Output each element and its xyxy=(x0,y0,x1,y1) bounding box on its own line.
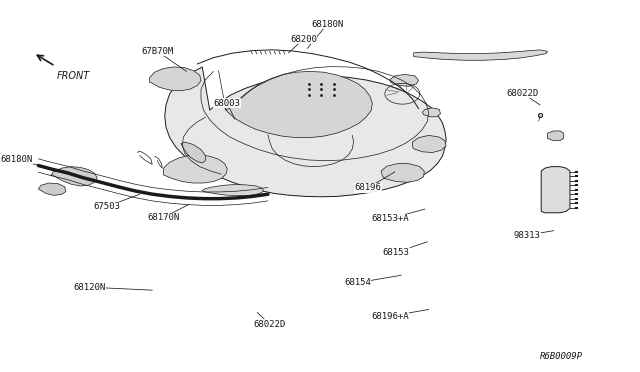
Text: 68180N: 68180N xyxy=(311,20,344,29)
Text: 68153+A: 68153+A xyxy=(371,214,409,223)
Text: 68154: 68154 xyxy=(344,278,371,287)
Polygon shape xyxy=(202,185,264,196)
Polygon shape xyxy=(163,155,227,183)
Text: 68153: 68153 xyxy=(383,248,410,257)
Text: 67503: 67503 xyxy=(93,202,120,211)
Text: 98313: 98313 xyxy=(514,231,541,240)
Polygon shape xyxy=(413,50,547,60)
Polygon shape xyxy=(38,183,66,195)
Polygon shape xyxy=(150,67,201,91)
Polygon shape xyxy=(164,67,446,197)
Polygon shape xyxy=(181,142,205,163)
Text: 68200: 68200 xyxy=(290,35,317,44)
Text: 68120N: 68120N xyxy=(74,283,106,292)
Text: R6B0009P: R6B0009P xyxy=(540,352,583,361)
Polygon shape xyxy=(422,108,440,117)
Text: 68196+A: 68196+A xyxy=(371,312,409,321)
Polygon shape xyxy=(547,131,564,141)
Polygon shape xyxy=(51,167,97,186)
Polygon shape xyxy=(412,135,446,153)
Text: FRONT: FRONT xyxy=(57,71,90,81)
Text: 68196: 68196 xyxy=(355,183,381,192)
Polygon shape xyxy=(381,164,424,182)
Polygon shape xyxy=(390,74,419,86)
Text: 68003: 68003 xyxy=(214,99,241,108)
Text: 68180N: 68180N xyxy=(1,155,33,164)
Text: 68022D: 68022D xyxy=(253,320,286,329)
Text: 68170N: 68170N xyxy=(147,213,180,222)
Polygon shape xyxy=(541,167,570,213)
Polygon shape xyxy=(222,71,372,138)
Text: 68022D: 68022D xyxy=(506,89,538,97)
Text: 67B70M: 67B70M xyxy=(141,47,173,56)
